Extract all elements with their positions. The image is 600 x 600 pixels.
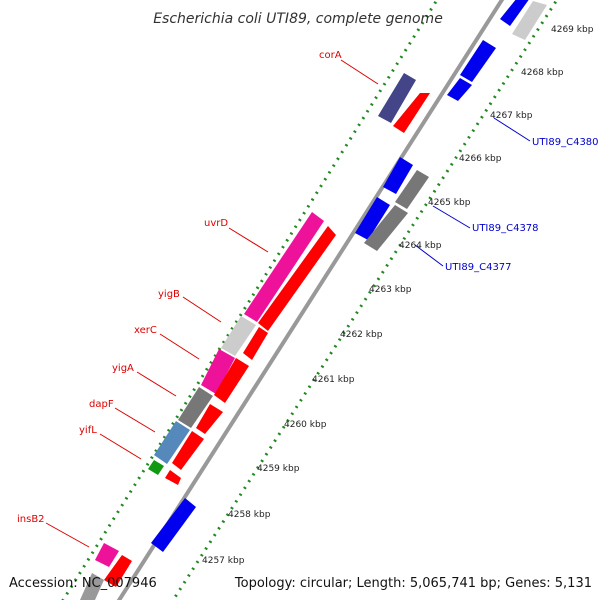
right-dotted-track xyxy=(171,0,559,600)
feature-blue-4268a xyxy=(460,40,496,82)
yiga-leader xyxy=(136,371,177,397)
gene-label-yigb: yigB xyxy=(158,289,180,300)
feature-red-cora xyxy=(393,93,430,133)
feature-blue-c4378 xyxy=(355,197,390,240)
genome-backbone xyxy=(116,0,505,600)
topology-text: Topology: circular; Length: 5,065,741 bp… xyxy=(234,576,592,591)
locus-label-c4378: UTI89_C4378 xyxy=(472,223,539,234)
feature-blue-c4380 xyxy=(383,157,413,194)
locus-label-c4380: UTI89_C4380 xyxy=(532,137,599,148)
yifl-leader xyxy=(99,433,142,460)
feature-gray-c4377 xyxy=(364,205,408,251)
feature-yigb xyxy=(221,316,256,356)
cora-leader xyxy=(340,59,379,85)
feature-red-yifl xyxy=(165,470,181,485)
feature-red-dapf xyxy=(172,431,204,470)
feature-blue-4258 xyxy=(151,498,196,552)
dapf-leader xyxy=(114,407,156,433)
feature-uvrd xyxy=(244,212,324,322)
feature-red-insb2 xyxy=(104,555,132,587)
c4380-leader xyxy=(493,117,531,142)
feature-dapf xyxy=(154,421,190,464)
scale-label-4257: 4257 kbp xyxy=(202,556,245,566)
scale-label-4267: 4267 kbp xyxy=(490,111,533,121)
scale-label-4269: 4269 kbp xyxy=(551,25,594,35)
scale-label-4265: 4265 kbp xyxy=(428,198,471,208)
scale-label-4264: 4264 kbp xyxy=(399,241,442,251)
feature-gray-bottom xyxy=(80,573,104,600)
c4378-leader xyxy=(432,205,471,229)
feature-insb2 xyxy=(95,543,119,567)
yigb-leader xyxy=(182,296,222,323)
feature-red-yigb xyxy=(243,327,268,360)
c4377-leader xyxy=(414,244,444,267)
scale-label-4261: 4261 kbp xyxy=(312,375,355,385)
feature-red-yiga xyxy=(196,404,223,434)
insb2-leader xyxy=(45,522,90,548)
feature-yiga xyxy=(178,387,213,428)
gene-label-yifl: yifL xyxy=(79,425,97,436)
feature-yifl xyxy=(148,460,164,475)
scale-label-4262: 4262 kbp xyxy=(340,330,383,340)
locus-label-c4377: UTI89_C4377 xyxy=(445,262,512,273)
feature-lightgray-top xyxy=(512,1,547,40)
xerc-leader xyxy=(159,333,200,360)
scale-label-4268: 4268 kbp xyxy=(521,68,564,78)
feature-cora xyxy=(378,73,416,123)
feature-blue-4268b xyxy=(447,78,472,101)
scale-label-4266: 4266 kbp xyxy=(459,154,502,164)
feature-xerc xyxy=(201,349,235,394)
scale-label-4259: 4259 kbp xyxy=(257,464,300,474)
feature-red-xerc xyxy=(214,358,249,403)
uvrd-leader xyxy=(228,227,269,253)
gene-label-yiga: yigA xyxy=(112,363,134,374)
gene-label-xerc: xerC xyxy=(134,325,157,336)
feature-gray-c4378 xyxy=(395,170,429,209)
gene-label-uvrd: uvrD xyxy=(204,218,228,229)
map-title: Escherichia coli UTI89, complete genome xyxy=(153,11,443,27)
gene-label-cora: corA xyxy=(319,50,342,61)
scale-label-4263: 4263 kbp xyxy=(369,285,412,295)
accession-text: Accession: NC_007946 xyxy=(9,576,157,591)
feature-red-uvrd xyxy=(258,226,336,331)
scale-label-4260: 4260 kbp xyxy=(284,420,327,430)
scale-label-4258: 4258 kbp xyxy=(228,510,271,520)
gene-label-insb2: insB2 xyxy=(17,514,45,525)
feature-blue-top xyxy=(500,0,529,26)
gene-label-dapf: dapF xyxy=(89,399,114,410)
